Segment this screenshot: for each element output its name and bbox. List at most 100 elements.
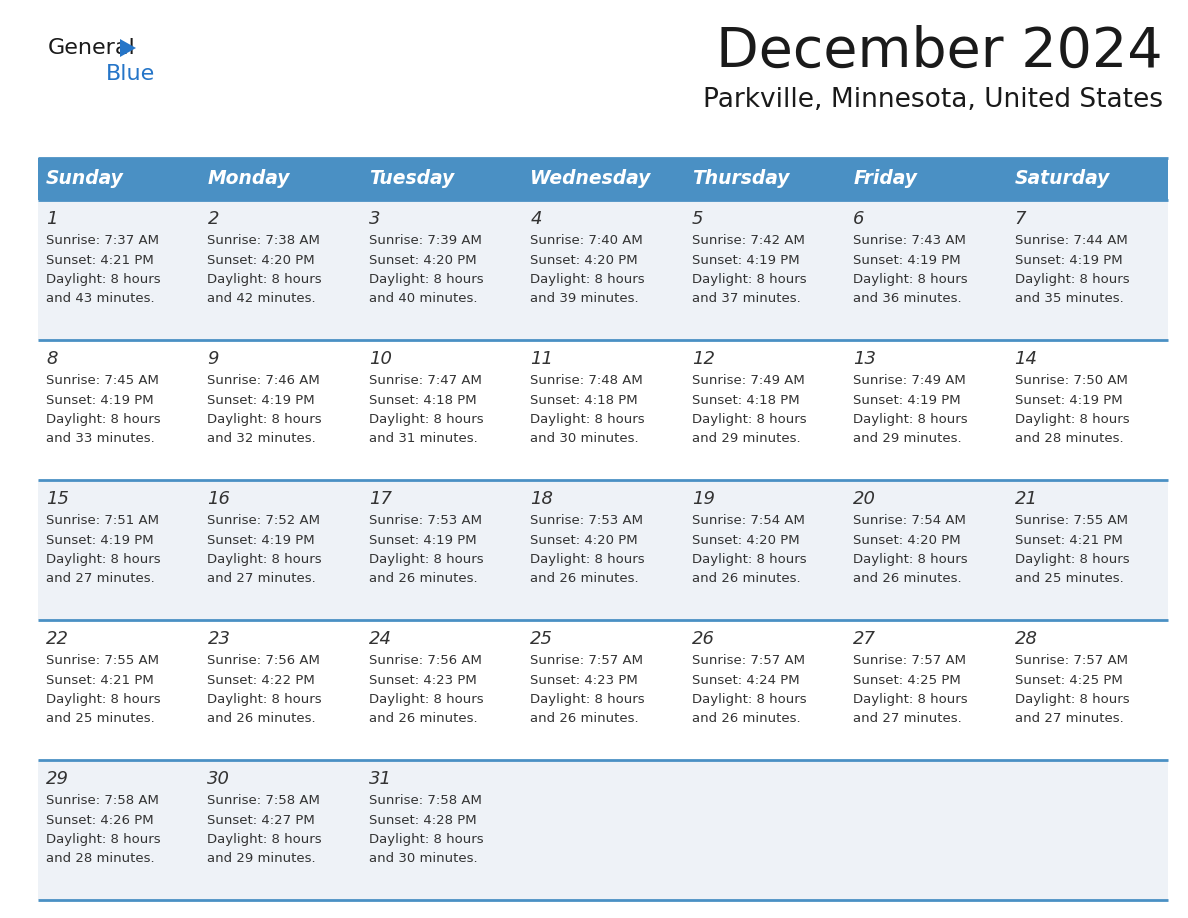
Text: 14: 14 [1015, 350, 1037, 368]
Text: 6: 6 [853, 210, 865, 228]
Text: Sunset: 4:21 PM: Sunset: 4:21 PM [46, 674, 153, 687]
Bar [38, 158, 1168, 200]
Text: Sunset: 4:28 PM: Sunset: 4:28 PM [368, 813, 476, 826]
Text: and 32 minutes.: and 32 minutes. [208, 432, 316, 445]
Text: Daylight: 8 hours: Daylight: 8 hours [691, 693, 807, 706]
Text: Daylight: 8 hours: Daylight: 8 hours [46, 553, 160, 566]
Text: Daylight: 8 hours: Daylight: 8 hours [530, 553, 645, 566]
Text: 24: 24 [368, 630, 392, 648]
Text: Daylight: 8 hours: Daylight: 8 hours [853, 553, 968, 566]
Text: Sunrise: 7:47 AM: Sunrise: 7:47 AM [368, 374, 481, 387]
Text: Daylight: 8 hours: Daylight: 8 hours [530, 693, 645, 706]
Text: Sunset: 4:19 PM: Sunset: 4:19 PM [691, 253, 800, 266]
Text: Daylight: 8 hours: Daylight: 8 hours [691, 413, 807, 426]
Text: Sunrise: 7:52 AM: Sunrise: 7:52 AM [208, 514, 321, 527]
Text: Sunrise: 7:49 AM: Sunrise: 7:49 AM [691, 374, 804, 387]
Text: Sunrise: 7:37 AM: Sunrise: 7:37 AM [46, 234, 159, 247]
Text: and 26 minutes.: and 26 minutes. [691, 573, 801, 586]
Text: Monday: Monday [208, 170, 290, 188]
Text: Sunrise: 7:38 AM: Sunrise: 7:38 AM [208, 234, 321, 247]
Text: Daylight: 8 hours: Daylight: 8 hours [208, 413, 322, 426]
Text: 21: 21 [1015, 490, 1037, 508]
Text: Sunrise: 7:51 AM: Sunrise: 7:51 AM [46, 514, 159, 527]
Text: Sunset: 4:18 PM: Sunset: 4:18 PM [530, 394, 638, 407]
Text: Sunrise: 7:40 AM: Sunrise: 7:40 AM [530, 234, 643, 247]
Text: and 26 minutes.: and 26 minutes. [530, 712, 639, 725]
Text: Friday: Friday [853, 170, 917, 188]
Bar [38, 340, 1168, 480]
Text: and 26 minutes.: and 26 minutes. [208, 712, 316, 725]
Text: 27: 27 [853, 630, 876, 648]
Text: Daylight: 8 hours: Daylight: 8 hours [530, 413, 645, 426]
Text: Sunset: 4:19 PM: Sunset: 4:19 PM [1015, 253, 1123, 266]
Text: Sunset: 4:19 PM: Sunset: 4:19 PM [46, 394, 153, 407]
Text: and 31 minutes.: and 31 minutes. [368, 432, 478, 445]
Text: 22: 22 [46, 630, 69, 648]
Text: Sunset: 4:20 PM: Sunset: 4:20 PM [208, 253, 315, 266]
Text: Thursday: Thursday [691, 170, 789, 188]
Text: and 27 minutes.: and 27 minutes. [853, 712, 962, 725]
Text: Sunrise: 7:45 AM: Sunrise: 7:45 AM [46, 374, 159, 387]
Text: Sunrise: 7:53 AM: Sunrise: 7:53 AM [368, 514, 482, 527]
Text: General: General [48, 38, 135, 58]
Text: Sunrise: 7:54 AM: Sunrise: 7:54 AM [853, 514, 966, 527]
Text: Sunrise: 7:58 AM: Sunrise: 7:58 AM [208, 794, 321, 807]
Text: and 27 minutes.: and 27 minutes. [46, 573, 154, 586]
Text: Sunset: 4:19 PM: Sunset: 4:19 PM [1015, 394, 1123, 407]
Text: Daylight: 8 hours: Daylight: 8 hours [691, 273, 807, 286]
Text: 10: 10 [368, 350, 392, 368]
Text: and 29 minutes.: and 29 minutes. [853, 432, 962, 445]
Text: Blue: Blue [106, 64, 156, 84]
Text: and 39 minutes.: and 39 minutes. [530, 293, 639, 306]
Text: Daylight: 8 hours: Daylight: 8 hours [46, 413, 160, 426]
Text: Daylight: 8 hours: Daylight: 8 hours [368, 693, 484, 706]
Text: Sunrise: 7:56 AM: Sunrise: 7:56 AM [208, 654, 321, 667]
Text: and 27 minutes.: and 27 minutes. [208, 573, 316, 586]
Text: Sunset: 4:27 PM: Sunset: 4:27 PM [208, 813, 315, 826]
Text: Daylight: 8 hours: Daylight: 8 hours [368, 553, 484, 566]
Text: Sunrise: 7:55 AM: Sunrise: 7:55 AM [1015, 514, 1127, 527]
Text: 1: 1 [46, 210, 57, 228]
Text: Sunset: 4:20 PM: Sunset: 4:20 PM [530, 533, 638, 546]
Text: Sunrise: 7:39 AM: Sunrise: 7:39 AM [368, 234, 481, 247]
Text: Sunrise: 7:55 AM: Sunrise: 7:55 AM [46, 654, 159, 667]
Text: Daylight: 8 hours: Daylight: 8 hours [1015, 693, 1130, 706]
Text: and 43 minutes.: and 43 minutes. [46, 293, 154, 306]
Text: Sunset: 4:20 PM: Sunset: 4:20 PM [853, 533, 961, 546]
Text: Sunset: 4:26 PM: Sunset: 4:26 PM [46, 813, 153, 826]
Text: and 26 minutes.: and 26 minutes. [368, 712, 478, 725]
Text: Daylight: 8 hours: Daylight: 8 hours [46, 693, 160, 706]
Text: and 28 minutes.: and 28 minutes. [46, 853, 154, 866]
Text: 29: 29 [46, 770, 69, 788]
Text: 7: 7 [1015, 210, 1026, 228]
Text: Tuesday: Tuesday [368, 170, 454, 188]
Text: and 37 minutes.: and 37 minutes. [691, 293, 801, 306]
Text: Sunrise: 7:58 AM: Sunrise: 7:58 AM [368, 794, 481, 807]
Text: 2: 2 [208, 210, 219, 228]
Text: Daylight: 8 hours: Daylight: 8 hours [853, 273, 968, 286]
Text: Parkville, Minnesota, United States: Parkville, Minnesota, United States [703, 87, 1163, 113]
Text: 20: 20 [853, 490, 876, 508]
Text: Daylight: 8 hours: Daylight: 8 hours [46, 833, 160, 846]
Text: Daylight: 8 hours: Daylight: 8 hours [368, 413, 484, 426]
Text: Sunset: 4:23 PM: Sunset: 4:23 PM [368, 674, 476, 687]
Text: Daylight: 8 hours: Daylight: 8 hours [208, 833, 322, 846]
Text: Sunrise: 7:58 AM: Sunrise: 7:58 AM [46, 794, 159, 807]
Text: Daylight: 8 hours: Daylight: 8 hours [368, 273, 484, 286]
Text: Daylight: 8 hours: Daylight: 8 hours [46, 273, 160, 286]
Text: 13: 13 [853, 350, 876, 368]
Text: and 40 minutes.: and 40 minutes. [368, 293, 478, 306]
Text: Sunset: 4:19 PM: Sunset: 4:19 PM [853, 394, 961, 407]
Text: and 42 minutes.: and 42 minutes. [208, 293, 316, 306]
Text: and 35 minutes.: and 35 minutes. [1015, 293, 1124, 306]
Text: Sunset: 4:20 PM: Sunset: 4:20 PM [530, 253, 638, 266]
Text: 12: 12 [691, 350, 715, 368]
Text: Daylight: 8 hours: Daylight: 8 hours [691, 553, 807, 566]
Text: Sunday: Sunday [46, 170, 124, 188]
Text: Sunrise: 7:49 AM: Sunrise: 7:49 AM [853, 374, 966, 387]
Text: 5: 5 [691, 210, 703, 228]
Text: Sunset: 4:24 PM: Sunset: 4:24 PM [691, 674, 800, 687]
Text: Sunrise: 7:44 AM: Sunrise: 7:44 AM [1015, 234, 1127, 247]
Text: Daylight: 8 hours: Daylight: 8 hours [1015, 273, 1130, 286]
Text: and 26 minutes.: and 26 minutes. [530, 573, 639, 586]
